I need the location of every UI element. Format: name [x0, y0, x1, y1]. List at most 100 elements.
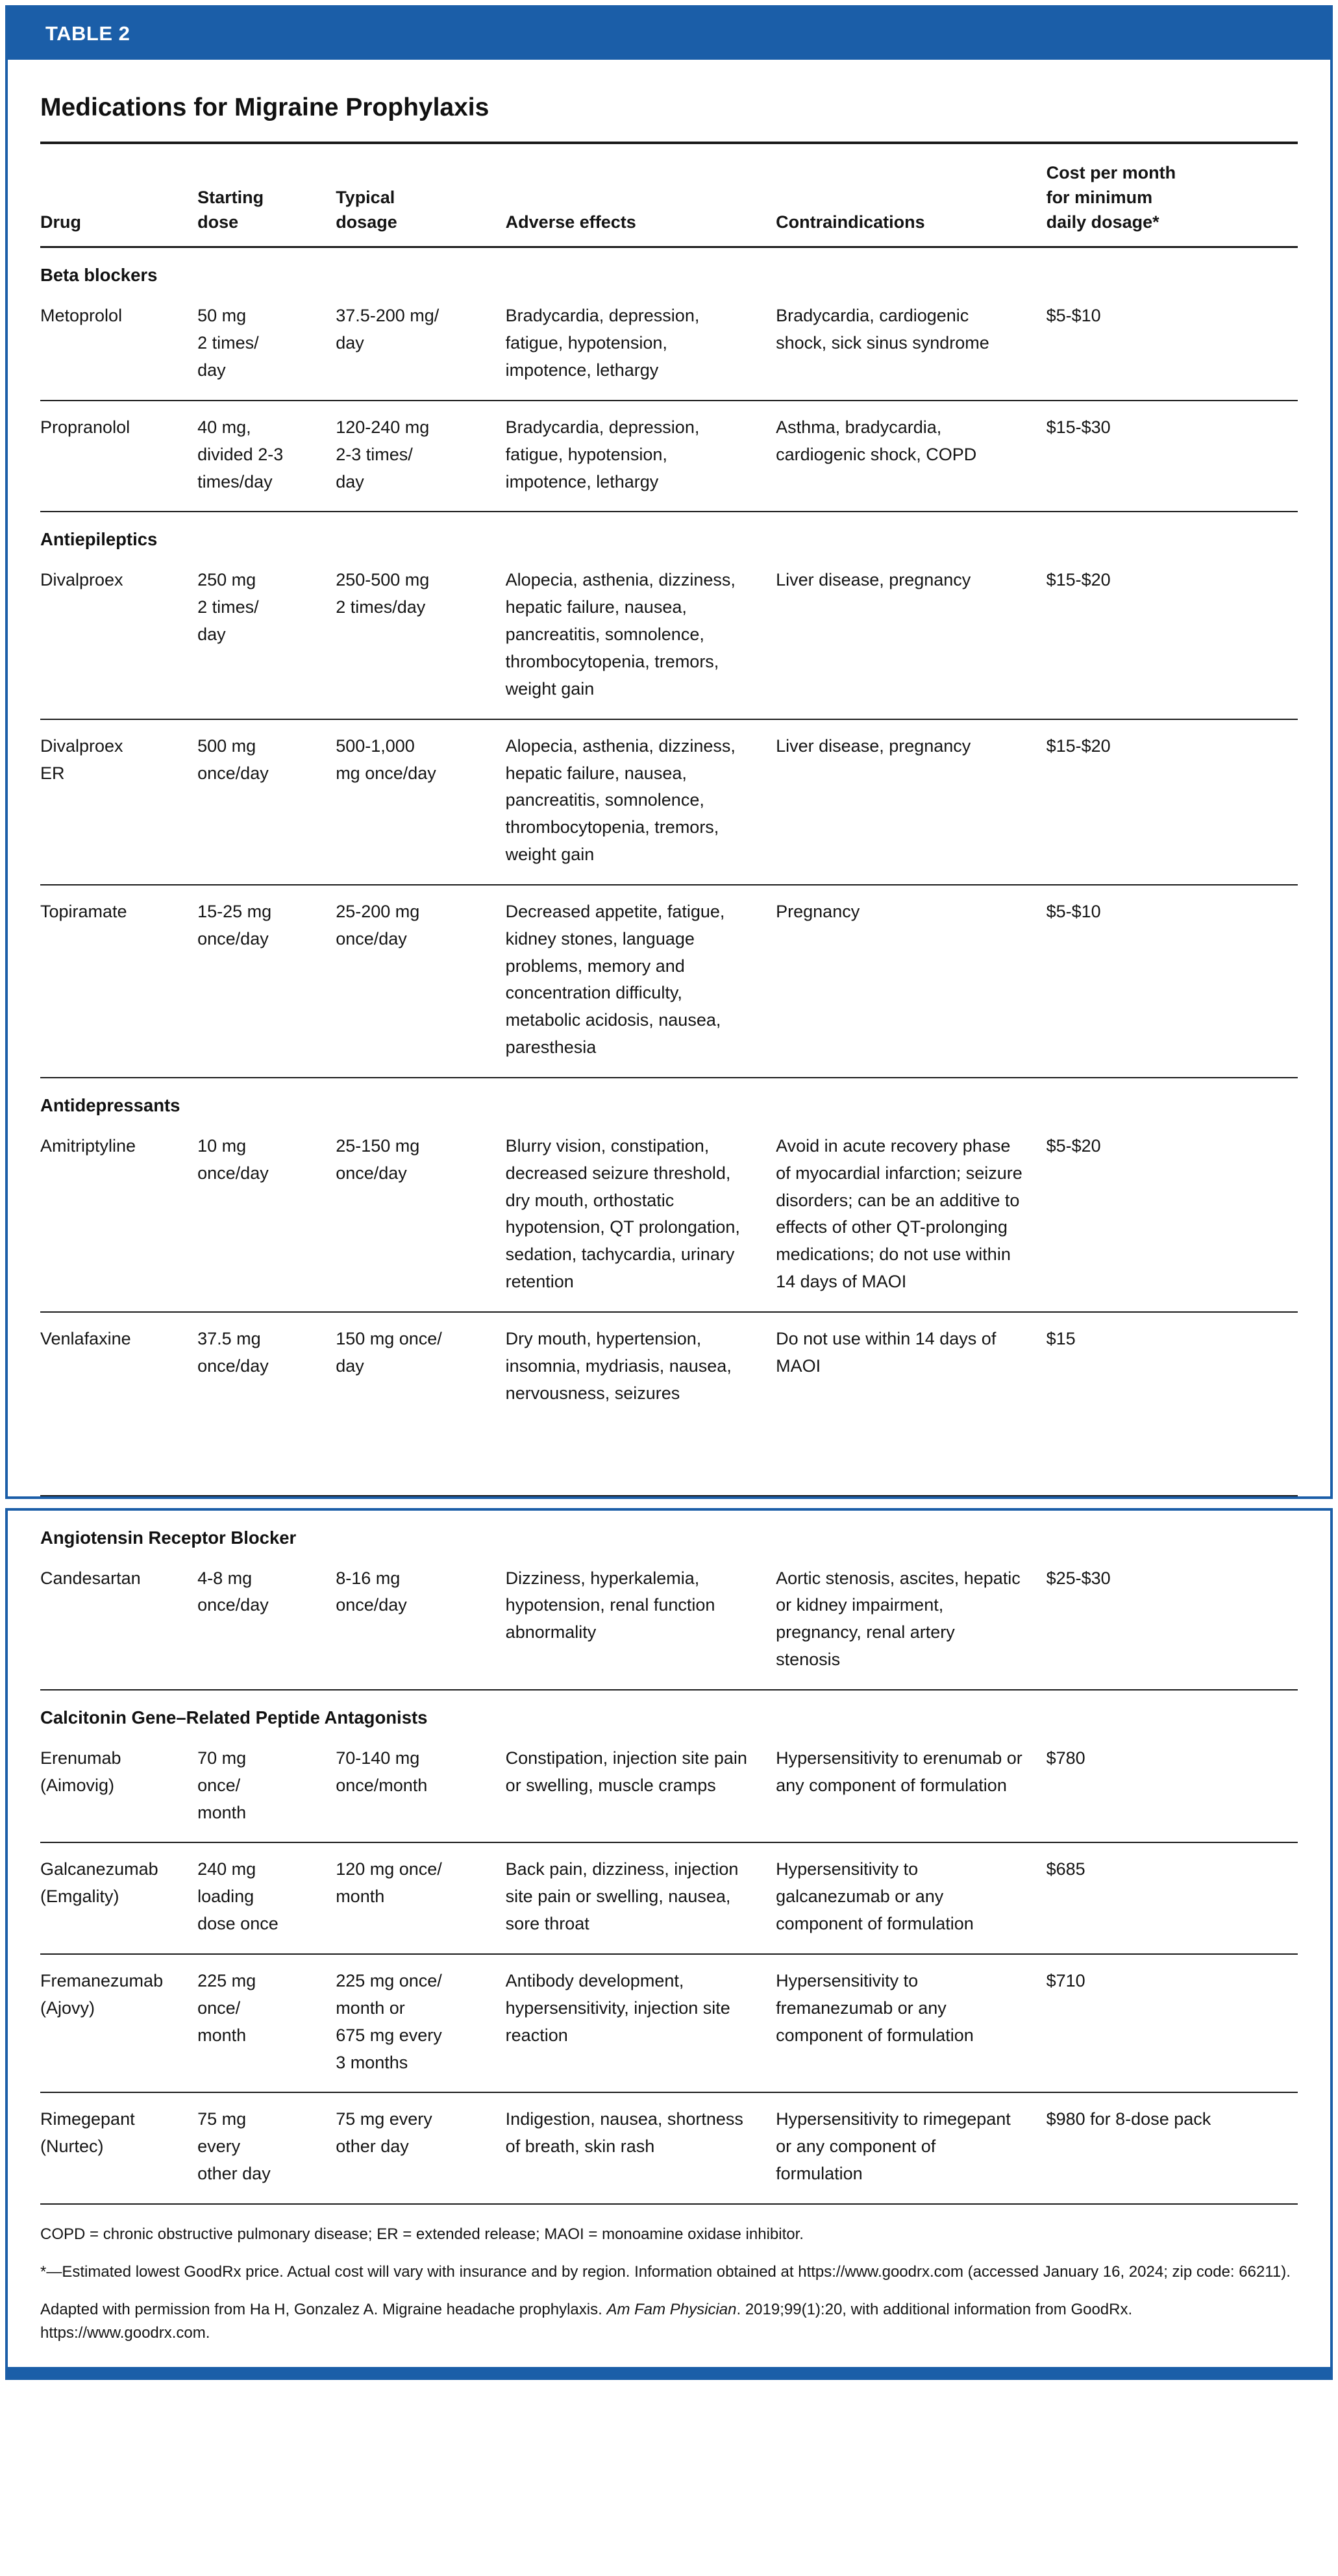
section-header-row: Beta blockers	[40, 247, 1298, 290]
cell-drug: Galcanezumab (Emgality)	[40, 1859, 158, 1907]
table-card-top-body: Medications for Migraine Prophylaxis Dru…	[8, 93, 1330, 1496]
table-row: Erenumab (Aimovig) 70 mg once/ month 70-14…	[40, 1732, 1298, 1843]
cell-contraindications: Hypersensitivity to galcanezumab or any …	[776, 1859, 974, 1934]
cell-starting-dose: 70 mg once/ month	[197, 1748, 247, 1822]
table-row: Divalproex 250 mg 2 times/ day 250-500 mg …	[40, 554, 1298, 719]
table-row: Rimegepant (Nurtec) 75 mg every other day…	[40, 2092, 1298, 2204]
table-row: Galcanezumab (Emgality) 240 mg loading do…	[40, 1842, 1298, 1954]
page: TABLE 2 Medications for Migraine Prophyl…	[5, 5, 1333, 2380]
footnote-attribution-tail: . 2019;99(1):20, with additional informa…	[40, 2300, 1133, 2342]
cell-contraindications: Liver disease, pregnancy	[776, 736, 971, 756]
table-row: Candesartan 4-8 mg once/day 8-16 mg once/d…	[40, 1552, 1298, 1690]
section-header-row: Calcitonin Gene–Related Peptide Antagoni…	[40, 1689, 1298, 1732]
footnotes: COPD = chronic obstructive pulmonary dis…	[40, 2205, 1298, 2367]
cell-contraindications: Do not use within 14 days of MAOI	[776, 1329, 997, 1376]
section-header-row: Antiepileptics	[40, 512, 1298, 554]
column-header-row: Drug Starting dose Typical dosage Advers…	[40, 143, 1298, 249]
cell-contraindications: Aortic stenosis, ascites, hepatic or kid…	[776, 1568, 1021, 1670]
cell-drug: Erenumab (Aimovig)	[40, 1748, 121, 1795]
cell-contraindications: Hypersensitivity to fremanezumab or any …	[776, 1970, 974, 2045]
table-row: Amitriptyline 10 mg once/day 25-150 mg onc…	[40, 1120, 1298, 1312]
cell-adverse-effects: Antibody development, hypersensitivity, …	[505, 1970, 730, 2045]
cell-drug: Divalproex	[40, 570, 123, 590]
cell-contraindications: Asthma, bradycardia, cardiogenic shock, …	[776, 417, 977, 464]
cell-typical-dosage: 8-16 mg once/day	[336, 1568, 407, 1615]
table-row: Fremanezumab (Ajovy) 225 mg once/ month 22…	[40, 1953, 1298, 2092]
cell-cost: $5-$10	[1046, 306, 1101, 326]
cell-adverse-effects: Decreased appetite, fatigue, kidney ston…	[505, 901, 725, 1058]
footnote-attribution-text: Adapted with permission from Ha H, Gonza…	[40, 2300, 607, 2318]
column-header-starting-dose: Starting dose	[197, 143, 336, 249]
cell-contraindications: Hypersensitivity to erenumab or any comp…	[776, 1748, 1022, 1795]
section-header: Antiepileptics	[40, 529, 158, 550]
cell-starting-dose: 4-8 mg once/day	[197, 1568, 269, 1615]
cell-contraindications: Avoid in acute recovery phase of myocard…	[776, 1135, 1022, 1292]
table-card-bottom-body: Angiotensin Receptor Blocker Candesartan 4…	[8, 1511, 1330, 2367]
cell-drug: Fremanezumab (Ajovy)	[40, 1970, 164, 2018]
column-header-cost: Cost per month for minimum daily dosage*	[1046, 143, 1298, 249]
table-row: Divalproex ER 500 mg once/day 500-1,000 mg…	[40, 719, 1298, 885]
cell-starting-dose: 250 mg 2 times/ day	[197, 570, 259, 645]
cell-typical-dosage: 120 mg once/ month	[336, 1859, 442, 1907]
cell-drug: Divalproex ER	[40, 736, 123, 783]
table-row: Topiramate 15-25 mg once/day 25-200 mg onc…	[40, 884, 1298, 1078]
cell-typical-dosage: 225 mg once/ month or 675 mg every 3 mon…	[336, 1970, 442, 2072]
cell-adverse-effects: Indigestion, nausea, shortness of breath…	[505, 2109, 743, 2157]
table-title: Medications for Migraine Prophylaxis	[40, 93, 489, 121]
cell-cost: $710	[1046, 1970, 1085, 1990]
cell-typical-dosage: 150 mg once/ day	[336, 1329, 442, 1376]
section-header-row: Antidepressants	[40, 1077, 1298, 1120]
section-header: Beta blockers	[40, 265, 158, 286]
column-header-contraindications: Contraindications	[776, 143, 1047, 249]
table-card-top: TABLE 2 Medications for Migraine Prophyl…	[5, 5, 1333, 1499]
column-header-drug: Drug	[40, 143, 198, 249]
table-row: Propranolol 40 mg, divided 2-3 times/day 1…	[40, 400, 1298, 512]
footnote-journal-name: Am Fam Physician	[606, 2300, 737, 2318]
table-label: TABLE 2	[45, 22, 130, 45]
cell-cost: $15-$20	[1046, 570, 1111, 590]
cell-cost: $15	[1046, 1329, 1076, 1349]
table-label-bar: TABLE 2	[8, 8, 1330, 60]
table-body-part-2: Angiotensin Receptor Blocker Candesartan 4…	[40, 1511, 1298, 2204]
cell-cost: $15-$30	[1046, 417, 1111, 437]
cell-contraindications: Pregnancy	[776, 901, 860, 921]
cell-typical-dosage: 25-150 mg once/day	[336, 1135, 420, 1183]
cell-contraindications: Bradycardia, cardiogenic shock, sick sin…	[776, 306, 989, 353]
cell-cost: $980 for 8-dose pack	[1046, 2109, 1211, 2129]
cell-drug: Rimegepant (Nurtec)	[40, 2109, 135, 2157]
column-header-adverse-effects: Adverse effects	[505, 143, 776, 249]
cell-cost: $5-$10	[1046, 901, 1101, 921]
cell-drug: Propranolol	[40, 417, 130, 437]
section-header-row: Angiotensin Receptor Blocker	[40, 1511, 1298, 1552]
cell-starting-dose: 225 mg once/ month	[197, 1970, 256, 2045]
cell-typical-dosage: 120-240 mg 2-3 times/ day	[336, 417, 430, 491]
cell-adverse-effects: Bradycardia, depression, fatigue, hypote…	[505, 306, 700, 380]
cell-cost: $685	[1046, 1859, 1085, 1879]
cell-starting-dose: 75 mg every other day	[197, 2109, 271, 2184]
table-body-part-1: Beta blockers Metoprolol 50 mg 2 times/ da…	[40, 247, 1298, 1496]
cell-starting-dose: 15-25 mg once/day	[197, 901, 272, 948]
cell-cost: $25-$30	[1046, 1568, 1111, 1588]
cell-drug: Metoprolol	[40, 306, 123, 326]
cell-starting-dose: 37.5 mg once/day	[197, 1329, 269, 1376]
cell-starting-dose: 500 mg once/day	[197, 736, 269, 783]
cell-drug: Amitriptyline	[40, 1135, 136, 1156]
cell-typical-dosage: 37.5-200 mg/ day	[336, 306, 440, 353]
cell-typical-dosage: 70-140 mg once/month	[336, 1748, 428, 1795]
cell-starting-dose: 40 mg, divided 2-3 times/day	[197, 417, 284, 491]
section-header: Angiotensin Receptor Blocker	[40, 1527, 297, 1548]
cell-adverse-effects: Back pain, dizziness, injection site pai…	[505, 1859, 739, 1934]
cell-typical-dosage: 500-1,000 mg once/day	[336, 736, 436, 783]
cell-adverse-effects: Dizziness, hyperkalemia, hypotension, re…	[505, 1568, 715, 1642]
cell-adverse-effects: Blurry vision, constipation, decreased s…	[505, 1135, 740, 1292]
cell-starting-dose: 10 mg once/day	[197, 1135, 269, 1183]
cell-typical-dosage: 250-500 mg 2 times/day	[336, 570, 430, 617]
cell-contraindications: Liver disease, pregnancy	[776, 570, 971, 590]
footnote-attribution: Adapted with permission from Ha H, Gonza…	[40, 2298, 1298, 2345]
cell-starting-dose: 50 mg 2 times/ day	[197, 306, 259, 380]
section-header: Antidepressants	[40, 1095, 180, 1115]
footnote-abbreviations: COPD = chronic obstructive pulmonary dis…	[40, 2225, 804, 2243]
section-header: Calcitonin Gene–Related Peptide Antagoni…	[40, 1707, 428, 1728]
cell-contraindications: Hypersensitivity to rimegepant or any co…	[776, 2109, 1011, 2184]
cell-typical-dosage: 75 mg every other day	[336, 2109, 432, 2157]
